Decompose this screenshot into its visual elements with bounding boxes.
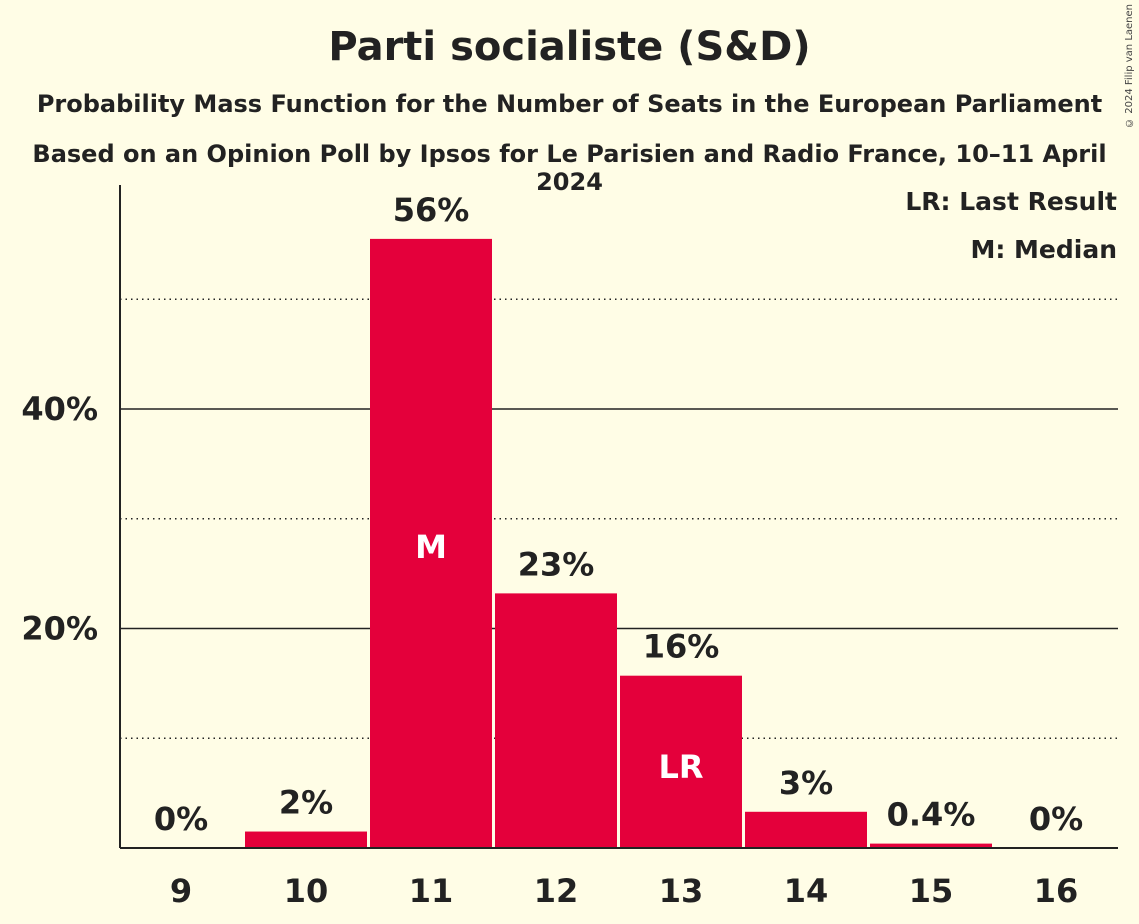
chart-subtitle: Probability Mass Function for the Number… xyxy=(36,90,1103,118)
x-tick-label: 13 xyxy=(659,872,704,910)
bar-12 xyxy=(495,593,617,848)
x-tick-label: 11 xyxy=(409,872,454,910)
bar-14 xyxy=(745,811,867,848)
x-tick-label: 14 xyxy=(784,872,829,910)
x-tick-label: 16 xyxy=(1034,872,1079,910)
y-tick-label: 20% xyxy=(21,610,98,648)
data-label: 56% xyxy=(393,191,470,229)
bar-10 xyxy=(245,831,367,848)
bar-annotation: LR xyxy=(658,748,703,786)
data-label: 23% xyxy=(518,545,595,583)
x-tick-label: 9 xyxy=(170,872,192,910)
data-label: 16% xyxy=(643,628,720,666)
chart-title: Parti socialiste (S&D) xyxy=(328,24,811,70)
data-label: 2% xyxy=(279,784,333,822)
x-tick-label: 10 xyxy=(284,872,329,910)
bar-13 xyxy=(620,675,742,848)
bar-11 xyxy=(370,238,492,848)
bar-annotation: M xyxy=(415,528,447,566)
legend-entry: M: Median xyxy=(970,235,1117,264)
x-tick-label: 15 xyxy=(909,872,954,910)
data-label: 0.4% xyxy=(887,796,976,834)
bar-15 xyxy=(870,843,992,848)
chart-subtitle-source: Based on an Opinion Poll by Ipsos for Le… xyxy=(32,140,1107,196)
x-tick-label: 12 xyxy=(534,872,579,910)
legend-entry: LR: Last Result xyxy=(905,187,1117,216)
y-tick-label: 40% xyxy=(21,390,98,428)
data-label: 0% xyxy=(1029,800,1083,838)
data-label: 0% xyxy=(154,800,208,838)
data-label: 3% xyxy=(779,764,833,802)
